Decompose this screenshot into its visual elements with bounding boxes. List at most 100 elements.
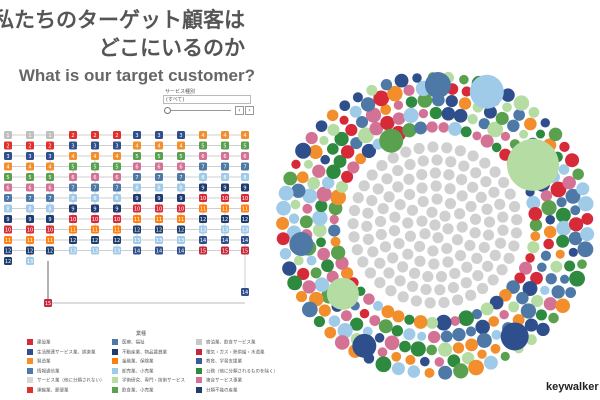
rank-node[interactable]: 6: [69, 173, 77, 181]
bubble[interactable]: [405, 354, 416, 365]
rank-node[interactable]: 11: [177, 215, 185, 223]
rank-node[interactable]: 3: [4, 152, 12, 160]
bubble[interactable]: [324, 326, 337, 339]
bubble[interactable]: [527, 241, 540, 254]
bubble[interactable]: [442, 256, 454, 268]
bubble[interactable]: [372, 300, 384, 311]
bubble[interactable]: [410, 341, 426, 357]
bubble[interactable]: [374, 257, 386, 269]
bubble[interactable]: [374, 277, 386, 289]
rank-node[interactable]: 3: [113, 141, 121, 150]
bubble[interactable]: [572, 168, 584, 180]
bubble[interactable]: [480, 134, 494, 148]
bubble[interactable]: [453, 108, 468, 123]
bubble[interactable]: [327, 123, 340, 136]
bubble[interactable]: [577, 259, 587, 270]
bubble[interactable]: [498, 176, 510, 189]
rank-node[interactable]: 14: [155, 246, 163, 255]
bubble[interactable]: [404, 230, 416, 242]
bubble[interactable]: [299, 215, 313, 229]
bubble[interactable]: [489, 249, 501, 261]
bubble[interactable]: [494, 237, 507, 249]
rank-node[interactable]: 6: [113, 173, 121, 181]
bubble[interactable]: [372, 183, 384, 195]
rank-node[interactable]: 7: [26, 194, 34, 202]
bubble[interactable]: [556, 220, 572, 236]
bubble[interactable]: [414, 121, 428, 135]
bubble[interactable]: [417, 331, 427, 341]
rank-node[interactable]: 7: [199, 162, 207, 171]
rank-node[interactable]: 7: [133, 173, 141, 181]
bubble[interactable]: [555, 249, 565, 259]
bubble[interactable]: [387, 85, 403, 102]
bubble[interactable]: [366, 84, 378, 96]
bubble[interactable]: [404, 314, 415, 325]
bubble[interactable]: [489, 166, 501, 178]
bubble[interactable]: [427, 330, 441, 344]
bubble[interactable]: [391, 325, 404, 337]
bubble[interactable]: [489, 295, 504, 310]
rank-node[interactable]: 5: [155, 152, 163, 160]
rank-node[interactable]: 8: [113, 194, 121, 202]
bubble[interactable]: [438, 122, 449, 133]
bubble[interactable]: [362, 233, 375, 245]
rank-node[interactable]: 13: [133, 236, 141, 244]
bubble[interactable]: [291, 183, 306, 198]
bubble[interactable]: [394, 275, 406, 287]
bubble[interactable]: [514, 272, 526, 284]
bubble[interactable]: [545, 273, 557, 285]
rank-node[interactable]: 13: [26, 257, 34, 265]
bubble[interactable]: [413, 142, 425, 155]
bubble[interactable]: [391, 362, 405, 376]
bubble[interactable]: [427, 141, 439, 153]
rank-node[interactable]: 4: [155, 141, 163, 150]
rank-node[interactable]: 5: [46, 173, 54, 181]
rank-node[interactable]: 10: [69, 215, 77, 223]
bubble[interactable]: [380, 115, 395, 131]
bubble[interactable]: [432, 232, 444, 244]
rank-node[interactable]: 10: [221, 194, 229, 202]
bubble[interactable]: [374, 333, 385, 343]
bubble[interactable]: [450, 316, 460, 326]
bubble[interactable]: [295, 142, 312, 159]
rank-node[interactable]: 6: [4, 183, 12, 192]
bubble[interactable]: [524, 117, 537, 131]
bubble[interactable]: [400, 146, 412, 158]
bubble[interactable]: [565, 188, 581, 204]
filter-slider-track[interactable]: [167, 110, 231, 111]
bubble[interactable]: [556, 234, 570, 248]
rank-node[interactable]: 5: [4, 173, 12, 181]
bubble[interactable]: [475, 319, 490, 335]
bubble[interactable]: [435, 271, 448, 283]
bubble[interactable]: [452, 342, 465, 354]
rank-node[interactable]: 14: [133, 246, 141, 255]
bubble[interactable]: [334, 335, 350, 350]
rank-node[interactable]: 12: [177, 225, 185, 234]
bubble[interactable]: [443, 169, 455, 181]
rank-node[interactable]: 15: [221, 246, 229, 255]
rank-node[interactable]: 5: [69, 162, 77, 171]
bubble[interactable]: [490, 343, 501, 354]
bubble[interactable]: [357, 256, 369, 268]
rank-node[interactable]: 7: [46, 194, 54, 202]
bubble[interactable]: [494, 198, 506, 210]
bubble[interactable]: [288, 213, 300, 224]
bubble[interactable]: [358, 180, 370, 192]
bubble[interactable]: [461, 86, 472, 97]
bubble[interactable]: [550, 260, 563, 273]
bubble[interactable]: [454, 249, 467, 262]
bubble[interactable]: [519, 129, 529, 139]
bubble[interactable]: [291, 159, 301, 169]
bubble[interactable]: [393, 100, 404, 110]
bubble[interactable]: [362, 207, 374, 219]
rank-node[interactable]: 11: [26, 236, 34, 244]
rank-node[interactable]: 2: [113, 131, 121, 139]
bubble[interactable]: [458, 310, 474, 326]
bubble[interactable]: [482, 229, 495, 241]
bubble[interactable]: [497, 224, 509, 236]
bubble[interactable]: [568, 217, 584, 232]
rank-node[interactable]: 4: [241, 131, 249, 139]
bubble[interactable]: [562, 175, 576, 190]
rank-node[interactable]: 14: [241, 236, 249, 244]
bubble[interactable]: [500, 351, 510, 361]
